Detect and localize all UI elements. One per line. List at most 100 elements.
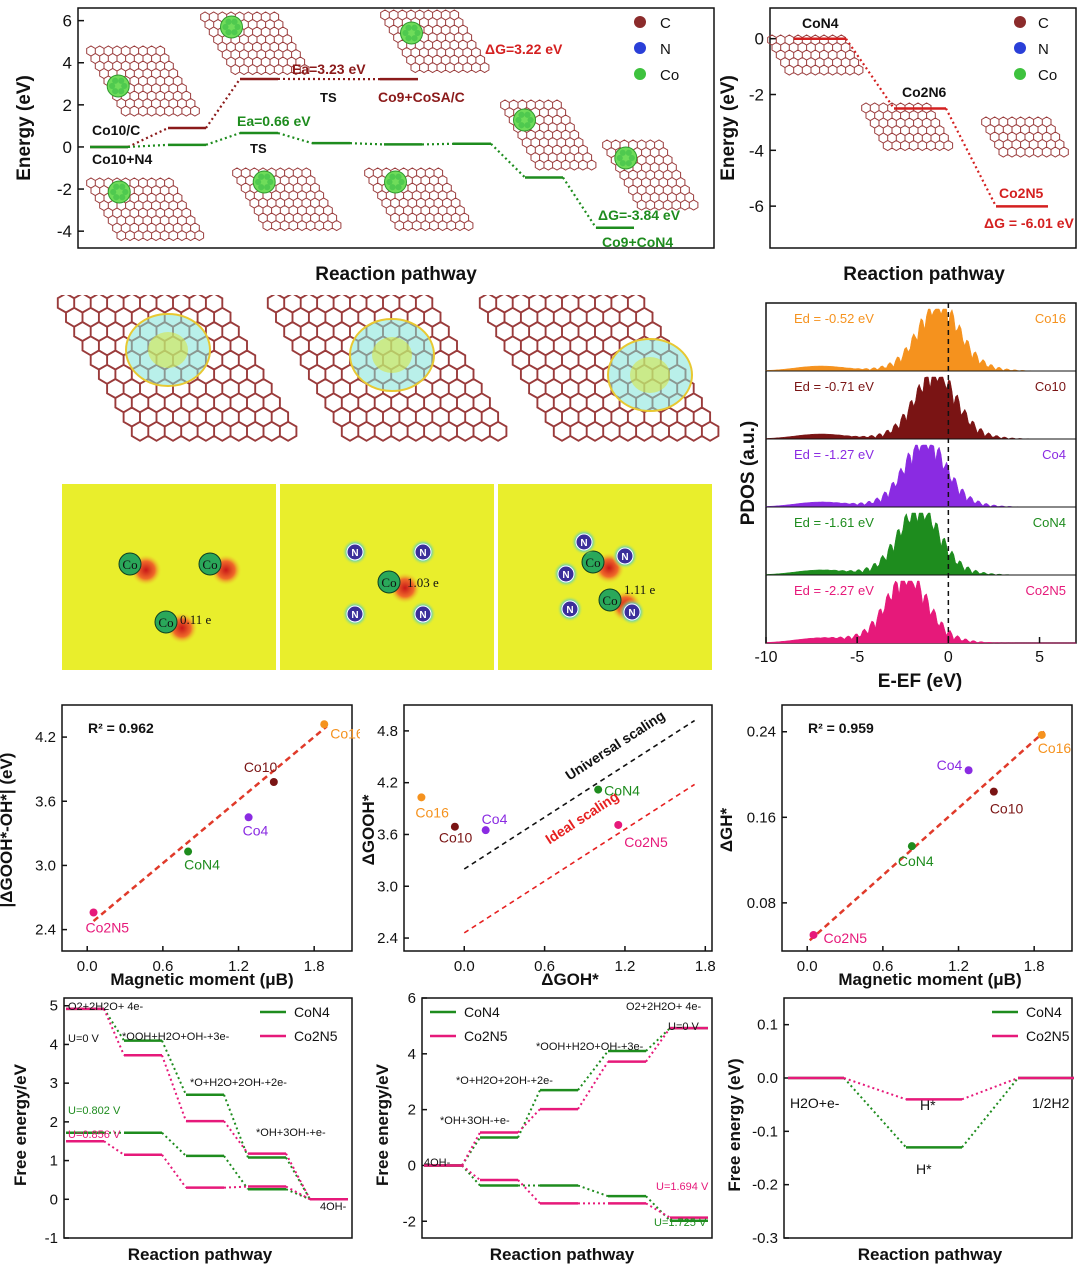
panel-a-co-cluster-atom: [110, 188, 117, 196]
panel-i-annotation: H*: [920, 1097, 936, 1113]
panel-e-scaling-line: [463, 783, 696, 934]
panel-a-ytick-label: -4: [57, 222, 72, 241]
panel-a-co-cluster-atom: [405, 24, 412, 31]
panel-b-lattice: [767, 34, 864, 76]
co-atom-label: Co: [122, 557, 137, 572]
panel-a-lattice: [86, 177, 205, 242]
n-atom: [346, 605, 364, 623]
panel-a-structure-4: [602, 139, 699, 211]
panel-c-series-label: CoN4: [1033, 515, 1066, 530]
panel-e-point-label: Co2N5: [624, 834, 668, 850]
panel-g-annotation: U=0.856 V: [68, 1129, 121, 1141]
panel-h-connector: [645, 1027, 671, 1052]
panel-a-co-cluster-atom: [267, 178, 274, 186]
panel-d-xtick-label: 0.6: [152, 958, 173, 975]
panel-a-dg-green: ΔG=-3.84 eV: [598, 207, 681, 223]
charge-transfer-label: 0.11 e: [180, 612, 212, 627]
panel-a-series-red-connector: [127, 127, 169, 148]
panel-g-connector: [285, 1188, 311, 1201]
panel-h-ytick-label: 6: [408, 990, 416, 1007]
panel-e-point-label: Co4: [482, 811, 508, 827]
panel-b-legend-marker: [1014, 16, 1026, 28]
panel-d-ytick-label: 4.2: [35, 729, 56, 746]
panel-f-ylabel: ΔGH*: [720, 807, 736, 852]
panel-a-energy-profile: -4 -2 0 2 4 6 Energy (eV) Reaction pathway Co…: [14, 7, 715, 285]
charge-density-core: [148, 332, 188, 368]
panel-a-lattice: [200, 11, 310, 76]
panel-h-legend-con4: CoN4: [464, 1004, 500, 1020]
panel-e-point-co10: [450, 822, 459, 831]
panel-g-connector: [285, 1153, 311, 1200]
panel-a-label-co10n4: Co10+N4: [92, 151, 153, 167]
panel-a-co-cluster-atom: [389, 173, 396, 180]
charge-difference-maps: Co Co Co 0.11 e Co N N N N 1.03 e Co Co N N N N N 1.11 e: [62, 484, 712, 670]
panel-a-co-cluster-atom: [118, 88, 125, 95]
panel-b-lattice: [981, 116, 1069, 158]
panel-a-co-cluster-atom: [113, 194, 120, 201]
panel-b-legend-marker: [1014, 68, 1026, 80]
panel-b-connector: [945, 107, 997, 207]
panel-d-point-label: Co16: [330, 725, 360, 741]
panel-a-series-red-connector: [205, 78, 241, 129]
panel-e-scaling-line: [463, 719, 696, 870]
panel-b-legend-c: C: [1038, 15, 1049, 32]
charge-density-core: [630, 357, 670, 393]
panel-f-ytick-label: 0.08: [747, 895, 776, 912]
panel-i-frame: [783, 997, 1073, 1239]
panel-e-ytick-label: 3.0: [377, 878, 398, 895]
panel-f-point-co10: [989, 787, 998, 796]
panel-i-ytick-label: -0.3: [752, 1230, 778, 1247]
panel-e-xlabel: ΔGOH*: [541, 970, 599, 989]
panel-i-annotation: H2O+e-: [790, 1095, 840, 1111]
panel-b-ytick-label: -4: [749, 141, 764, 160]
panel-a-ytick-label: 4: [63, 54, 72, 73]
panel-h-legend-co2n5: Co2N5: [464, 1028, 508, 1044]
panel-a-legend-marker: [634, 68, 646, 80]
panel-f-xtick-label: 1.2: [948, 958, 969, 975]
co-atom-label: Co: [585, 555, 600, 570]
panel-f-xlabel: Magnetic moment (μB): [838, 970, 1021, 989]
panel-a-series-green-connector: [421, 142, 454, 146]
panel-b-label-co2n6: Co2N6: [902, 84, 947, 100]
panel-a-lattice: [602, 139, 699, 211]
panel-e-point-con4: [594, 785, 603, 794]
panel-a-lattice: [364, 167, 474, 232]
panel-b-dg: ΔG = -6.01 eV: [984, 215, 1074, 231]
panel-h-connector: [461, 1136, 481, 1166]
panel-a-co-cluster-atom: [389, 184, 396, 191]
panel-g-ytick-label: 3: [50, 1075, 58, 1092]
panel-b-structure-1: [861, 102, 954, 152]
panel-a-legend-c: C: [660, 15, 671, 32]
panel-a-co-cluster-atom: [118, 77, 125, 84]
panel-g-connector: [223, 1120, 249, 1155]
panel-h-annotation: U=1.725 V: [654, 1217, 707, 1229]
panel-g-legend-con4: CoN4: [294, 1004, 330, 1020]
panel-a-co-cluster-atom: [414, 29, 421, 37]
panel-g-connector: [161, 1040, 187, 1096]
panel-a-frame: [77, 7, 715, 249]
panel-c-xtick-label: 0: [944, 649, 953, 666]
panel-g-annotation: *O+H2O+2OH-+2e-: [190, 1077, 287, 1089]
panel-g-ytick-label: -1: [45, 1230, 58, 1247]
panel-b-lattice: [861, 102, 954, 152]
panel-a-series-green-connector: [277, 131, 313, 145]
panel-c-ed-label: Ed = -0.71 eV: [794, 379, 874, 394]
panel-a-co-cluster-atom: [234, 23, 241, 31]
n-atom: [575, 533, 593, 551]
panel-d-r2: R² = 0.962: [88, 720, 154, 736]
panel-a-co-cluster-atom: [231, 18, 238, 25]
panel-h-connector: [577, 1050, 609, 1091]
panel-a-series-green-connector: [349, 142, 385, 146]
panel-d-xlabel: Magnetic moment (μB): [110, 970, 293, 989]
panel-a-structure-5: [86, 177, 205, 242]
n-atom-label: N: [628, 608, 635, 619]
panel-d-ytick-label: 2.4: [35, 922, 56, 939]
panel-a-co-cluster-atom: [402, 29, 409, 37]
panel-d-point-co2n5: [89, 908, 98, 917]
panel-g-connector: [161, 1154, 187, 1189]
n-atom-label: N: [419, 548, 426, 559]
panel-a-co-cluster-atom: [524, 111, 531, 118]
panel-a-co-cluster-atom: [395, 173, 402, 180]
panel-d-fit-line: [92, 725, 328, 923]
panel-a-ts-green: TS: [250, 141, 267, 156]
